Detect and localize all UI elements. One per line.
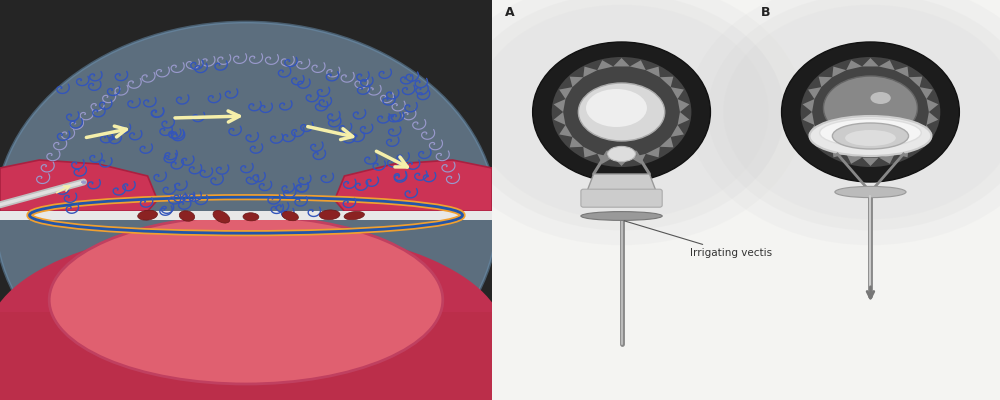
Polygon shape — [678, 112, 689, 125]
Ellipse shape — [832, 123, 909, 149]
Ellipse shape — [688, 0, 1000, 245]
Polygon shape — [920, 125, 933, 137]
Ellipse shape — [439, 0, 804, 245]
Polygon shape — [803, 112, 814, 125]
Ellipse shape — [138, 210, 157, 220]
Polygon shape — [559, 125, 572, 137]
Polygon shape — [630, 154, 646, 164]
Polygon shape — [862, 58, 879, 66]
Ellipse shape — [835, 186, 906, 198]
Ellipse shape — [459, 0, 784, 230]
Polygon shape — [646, 66, 660, 77]
Ellipse shape — [282, 211, 298, 221]
Ellipse shape — [0, 22, 497, 400]
FancyBboxPatch shape — [581, 189, 662, 207]
Ellipse shape — [0, 226, 504, 400]
Ellipse shape — [179, 211, 195, 221]
Polygon shape — [570, 77, 583, 87]
Ellipse shape — [870, 92, 891, 104]
Polygon shape — [613, 158, 630, 166]
Polygon shape — [630, 60, 646, 70]
Ellipse shape — [782, 42, 959, 182]
Ellipse shape — [344, 212, 364, 220]
Ellipse shape — [845, 130, 896, 146]
Polygon shape — [909, 77, 922, 87]
Ellipse shape — [820, 119, 921, 147]
Polygon shape — [879, 60, 895, 70]
Ellipse shape — [578, 83, 665, 141]
Polygon shape — [554, 99, 565, 112]
Polygon shape — [895, 147, 909, 158]
Polygon shape — [583, 147, 597, 158]
Ellipse shape — [586, 89, 647, 127]
Polygon shape — [803, 99, 814, 112]
Polygon shape — [583, 66, 597, 77]
Polygon shape — [862, 158, 879, 166]
Polygon shape — [660, 77, 673, 87]
Polygon shape — [927, 112, 938, 125]
Bar — [0, 312, 492, 400]
Polygon shape — [570, 137, 583, 147]
Polygon shape — [819, 77, 832, 87]
Ellipse shape — [801, 57, 940, 167]
Bar — [0, 211, 492, 220]
Polygon shape — [819, 137, 832, 147]
Polygon shape — [832, 147, 846, 158]
Polygon shape — [832, 66, 846, 77]
Ellipse shape — [723, 5, 1000, 219]
Text: B: B — [761, 6, 771, 19]
Polygon shape — [879, 154, 895, 164]
Polygon shape — [678, 99, 689, 112]
Polygon shape — [895, 66, 909, 77]
Ellipse shape — [810, 116, 931, 156]
Polygon shape — [559, 87, 572, 99]
Polygon shape — [920, 87, 933, 99]
Ellipse shape — [823, 76, 917, 140]
Ellipse shape — [474, 5, 769, 219]
Ellipse shape — [319, 210, 340, 220]
Polygon shape — [671, 125, 684, 137]
Text: A: A — [505, 6, 514, 19]
Polygon shape — [0, 160, 157, 220]
Polygon shape — [646, 147, 660, 158]
Polygon shape — [808, 125, 821, 137]
Polygon shape — [597, 154, 613, 164]
Ellipse shape — [581, 212, 662, 220]
Ellipse shape — [708, 0, 1000, 230]
Ellipse shape — [49, 216, 443, 384]
Polygon shape — [846, 60, 862, 70]
Polygon shape — [671, 87, 684, 99]
Polygon shape — [927, 99, 938, 112]
Polygon shape — [586, 174, 657, 194]
Ellipse shape — [213, 210, 230, 223]
Ellipse shape — [533, 42, 710, 182]
Polygon shape — [660, 137, 673, 147]
Polygon shape — [335, 160, 492, 220]
Ellipse shape — [608, 146, 636, 162]
Polygon shape — [613, 58, 630, 66]
Ellipse shape — [552, 57, 691, 167]
Ellipse shape — [243, 213, 259, 221]
Text: Irrigating vectis: Irrigating vectis — [624, 221, 772, 258]
Polygon shape — [808, 87, 821, 99]
Polygon shape — [554, 112, 565, 125]
Polygon shape — [597, 60, 613, 70]
Polygon shape — [909, 137, 922, 147]
Polygon shape — [846, 154, 862, 164]
